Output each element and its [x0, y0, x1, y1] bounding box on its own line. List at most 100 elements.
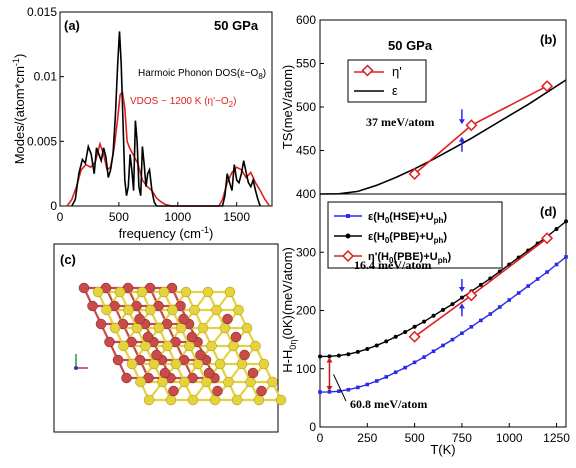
panel-b-eps-line	[319, 79, 567, 195]
yellow-atom	[223, 376, 234, 388]
panel-d-xlabel: T(K)	[430, 442, 455, 457]
panel-b-eta-point	[465, 119, 478, 132]
panel-a-ytick-label: 0.005	[27, 134, 57, 148]
panel-d-label: (d)	[540, 204, 557, 219]
yellow-atom	[101, 304, 112, 316]
yellow-atom	[241, 322, 253, 334]
red-atom	[168, 385, 179, 397]
yellow-atom	[189, 304, 200, 316]
panel-a-harmonic-line	[71, 31, 261, 207]
panel-d-pbe-point	[450, 302, 455, 307]
panel-a-xlabel: frequency (cm-1)	[119, 225, 214, 241]
yellow-atom	[123, 304, 134, 316]
yellow-atom	[219, 322, 231, 334]
yellow-atom	[136, 286, 148, 298]
yellow-atom	[167, 304, 178, 316]
panel-b-legend-box	[347, 59, 427, 103]
panel-b-ytick-label: 550	[296, 57, 316, 71]
panel-d-pbe-point	[403, 330, 408, 335]
panel-d-pbe-point	[327, 354, 332, 359]
yellow-atom	[187, 394, 199, 406]
panel-d-xtick-label: 0	[317, 431, 324, 445]
panel-d-pbe-point	[564, 219, 568, 224]
yellow-atom	[140, 340, 151, 352]
red-atom	[151, 349, 162, 361]
panel-d-ytick-label: 100	[296, 362, 316, 376]
panel-d-hse-point	[479, 318, 483, 323]
panel-d-eta-point	[541, 232, 554, 245]
panel-d-pbe-point	[355, 349, 360, 354]
panel-d-hse-point	[488, 312, 493, 316]
panel-d-pbe-point	[374, 343, 379, 348]
panel-d-pbe-point	[422, 319, 427, 324]
panel-b-label: (b)	[540, 32, 557, 47]
yellow-atom	[170, 358, 182, 370]
harmonic-annotation: Harmoic Phonon DOS(ε−O8)	[138, 68, 266, 81]
panel-a-xtick-label: 500	[109, 210, 129, 224]
panel-d-hse-point	[374, 379, 379, 383]
yellow-atom	[135, 376, 146, 388]
yellow-atom	[209, 394, 221, 406]
red-atom	[247, 367, 259, 379]
panel-d-pbe-point	[478, 282, 483, 287]
yellow-atom	[258, 358, 270, 370]
red-atom	[186, 331, 198, 343]
yellow-atom	[224, 286, 236, 298]
panel-d-ytick-label: 200	[296, 304, 316, 318]
red-atom	[87, 300, 98, 312]
panel-d-hse-point	[441, 343, 445, 348]
panel-c-structure: (c)	[53, 243, 287, 433]
panel-d-annotation-leader	[333, 374, 347, 402]
yellow-atom	[253, 394, 265, 406]
yellow-atom	[179, 376, 190, 388]
panel-d-pbe-point	[393, 334, 398, 339]
panel-d-hse-point	[412, 360, 417, 365]
yellow-atom	[126, 358, 138, 370]
panel-d-hse-point	[327, 390, 332, 394]
yellow-atom	[233, 304, 244, 316]
panel-b-ytick-label: 500	[296, 100, 316, 114]
red-atom	[112, 354, 124, 366]
panel-d-annotation-1: 16.4 meV/atom	[354, 258, 431, 272]
panel-a-xtick-label: 1000	[164, 210, 191, 224]
legend-eps-label: ε	[392, 83, 398, 98]
yellow-atom	[157, 376, 168, 388]
legend-eta-label: η'(H0(PBE)+Uph)	[368, 251, 452, 265]
yellow-atom	[201, 376, 212, 388]
red-atom	[142, 331, 154, 343]
red-atom	[159, 367, 171, 379]
panel-d-eta-point	[465, 289, 478, 302]
panel-b-annotation: 37 meV/atom	[366, 115, 434, 129]
yellow-atom	[245, 376, 256, 388]
panel-d-ylabel: H-H0η(0K)(meV/atom)	[280, 247, 298, 373]
panel-d-hse-point	[450, 337, 455, 342]
panel-d-xtick-label: 1250	[543, 431, 570, 445]
yellow-atom	[184, 340, 195, 352]
legend-eta-label: η'	[392, 64, 402, 79]
panel-d-hse-point	[564, 255, 568, 259]
legend-eta-marker	[341, 249, 355, 263]
yellow-atom	[162, 340, 173, 352]
panel-b-ytick-label: 600	[296, 13, 316, 27]
yellow-atom	[231, 394, 243, 406]
red-atom	[203, 367, 215, 379]
panel-d-arrowhead-down	[458, 287, 465, 293]
red-atom	[212, 385, 223, 397]
panel-d-hse-point	[393, 370, 398, 375]
panel-d-eta-point	[408, 330, 421, 343]
panel-b-eta-point	[541, 80, 554, 93]
yellow-atom	[192, 358, 204, 370]
panel-d-arrowhead-top	[326, 357, 333, 363]
yellow-atom	[228, 340, 239, 352]
panel-b-chart: 400 450 500 550 600 (b) 50 GPa η' ε 37 meV/a…	[280, 13, 567, 201]
panel-d-xtick-label: 1000	[496, 431, 523, 445]
panel-d-hse-point	[422, 355, 426, 359]
panel-d-hse-point	[431, 349, 436, 354]
red-atom	[121, 372, 132, 384]
panel-d-hse-point	[356, 385, 360, 390]
yellow-atom	[92, 286, 104, 298]
panel-d-hse-point	[384, 375, 389, 379]
red-atom	[178, 313, 189, 325]
panel-d-pbe-point	[412, 324, 417, 329]
